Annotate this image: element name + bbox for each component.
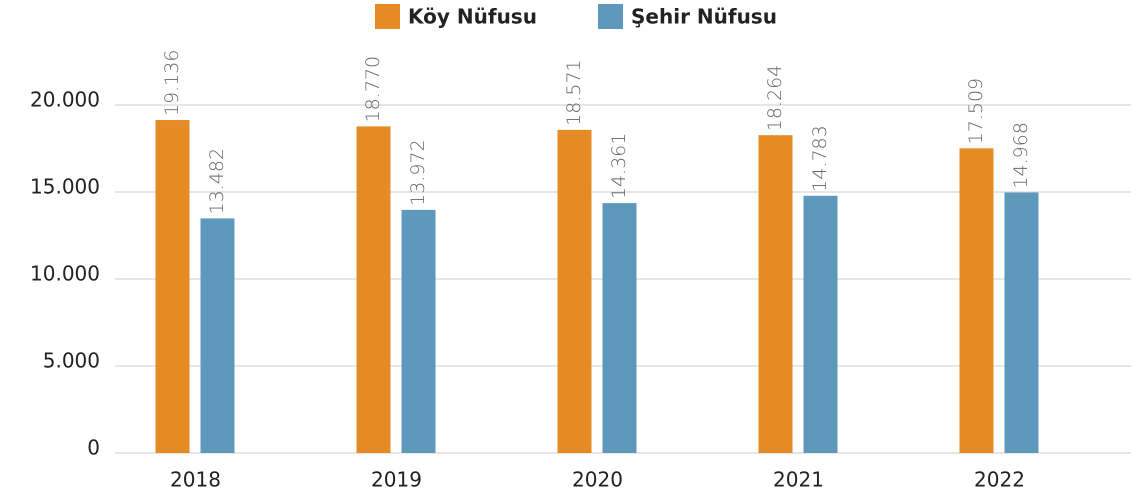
- legend-label: Şehir Nüfusu: [631, 5, 777, 29]
- value-label: 14.783: [809, 125, 831, 191]
- bar: [758, 135, 793, 453]
- x-tick-label: 2021: [773, 468, 824, 492]
- value-label: 14.968: [1010, 122, 1032, 188]
- bar: [155, 120, 190, 453]
- value-label: 19.136: [161, 50, 183, 116]
- legend-label: Köy Nüfusu: [408, 5, 537, 29]
- bar: [557, 129, 592, 453]
- value-label: 13.482: [206, 148, 228, 214]
- x-tick-label: 2022: [974, 468, 1025, 492]
- x-tick-label: 2018: [170, 468, 221, 492]
- value-label: 17.509: [965, 78, 987, 144]
- x-tick-label: 2019: [371, 468, 422, 492]
- bar: [959, 148, 994, 454]
- bar: [200, 218, 235, 453]
- value-label: 18.770: [362, 56, 384, 122]
- y-tick-label: 15.000: [30, 175, 100, 199]
- bar: [1004, 192, 1039, 453]
- legend-swatch: [598, 4, 623, 29]
- value-label: 18.571: [563, 59, 585, 125]
- y-tick-label: 0: [87, 436, 100, 460]
- bar: [356, 126, 391, 453]
- bar: [803, 195, 838, 453]
- value-label: 13.972: [407, 139, 429, 205]
- y-tick-label: 5.000: [43, 349, 100, 373]
- y-tick-label: 20.000: [30, 88, 100, 112]
- bar: [602, 203, 637, 453]
- y-tick-label: 10.000: [30, 262, 100, 286]
- value-label: 18.264: [764, 65, 786, 131]
- x-tick-label: 2020: [572, 468, 623, 492]
- bar: [401, 209, 436, 453]
- legend-swatch: [375, 4, 400, 29]
- value-label: 14.361: [608, 133, 630, 199]
